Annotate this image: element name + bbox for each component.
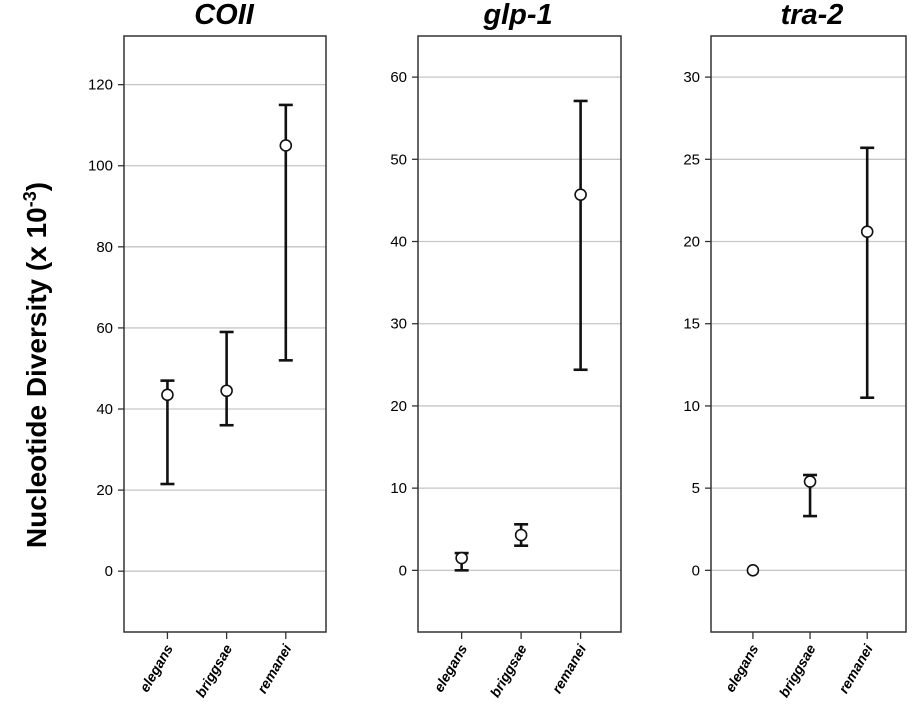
y-tick-label: 0	[105, 563, 113, 580]
y-tick-label: 20	[683, 234, 700, 251]
mean-point-elegans	[161, 388, 174, 402]
y-axis-label-exponent: -3	[20, 191, 40, 207]
y-tick-label: 0	[399, 562, 407, 579]
mean-point-briggsae	[803, 475, 817, 488]
category-label-remanei: remanei	[835, 641, 876, 696]
plot-frame	[417, 35, 622, 633]
category-label-remanei: remanei	[548, 641, 589, 696]
panel-title: glp-1	[482, 0, 552, 31]
panel-title: COII	[194, 0, 255, 31]
y-tick-label: 0	[692, 562, 700, 579]
y-tick-label: 60	[96, 320, 113, 337]
y-tick-label: 25	[683, 151, 700, 168]
y-tick-label: 20	[390, 398, 407, 415]
y-tick-label: 15	[683, 316, 700, 333]
y-tick-label: 40	[96, 401, 113, 418]
y-tick-label: 100	[88, 158, 113, 175]
category-label-briggsae: briggsae	[192, 641, 235, 700]
panel-1: COII 0 20 40 60 80 100 120 elegans briggsae remane…	[88, 0, 327, 700]
y-axis-label: Nucleotide Diversity (x 10-3)	[20, 182, 52, 548]
category-label-elegans: elegans	[430, 641, 470, 694]
plot-frame	[710, 35, 907, 633]
mean-point-briggsae	[220, 384, 233, 398]
y-tick-label: 80	[96, 239, 113, 256]
panel-title: tra-2	[781, 0, 844, 31]
mean-point-remanei	[279, 139, 293, 152]
mean-point-remanei	[574, 188, 587, 201]
category-label-briggsae: briggsae	[487, 641, 530, 700]
y-tick-label: 30	[390, 316, 407, 333]
category-label-briggsae: briggsae	[776, 641, 819, 700]
mean-point-elegans	[455, 551, 468, 565]
y-tick-label: 20	[96, 482, 113, 499]
plot-frame	[123, 35, 327, 633]
panel-2: glp-1 0 10 20 30 40 50 60 elegans briggsae remanei	[390, 0, 622, 700]
y-tick-label: 10	[390, 480, 407, 497]
y-tick-label: 40	[390, 234, 407, 251]
panel-3: tra-2 0 5 10 15 20 25 30 elegans briggsae remanei	[683, 0, 907, 700]
y-tick-label: 120	[88, 77, 113, 94]
y-tick-label: 60	[390, 69, 407, 86]
y-axis-label-main: Nucleotide Diversity (x 10	[21, 207, 52, 548]
y-tick-label: 50	[390, 151, 407, 168]
category-label-elegans: elegans	[136, 641, 176, 694]
y-axis-label-close: )	[21, 182, 52, 191]
y-tick-label: 10	[683, 398, 700, 415]
mean-point-briggsae	[514, 528, 528, 542]
mean-point-remanei	[860, 225, 874, 238]
y-tick-label: 30	[683, 69, 700, 86]
category-label-elegans: elegans	[722, 641, 762, 694]
mean-point-elegans	[746, 564, 760, 577]
category-label-remanei: remanei	[254, 641, 295, 696]
y-tick-label: 5	[692, 480, 700, 497]
